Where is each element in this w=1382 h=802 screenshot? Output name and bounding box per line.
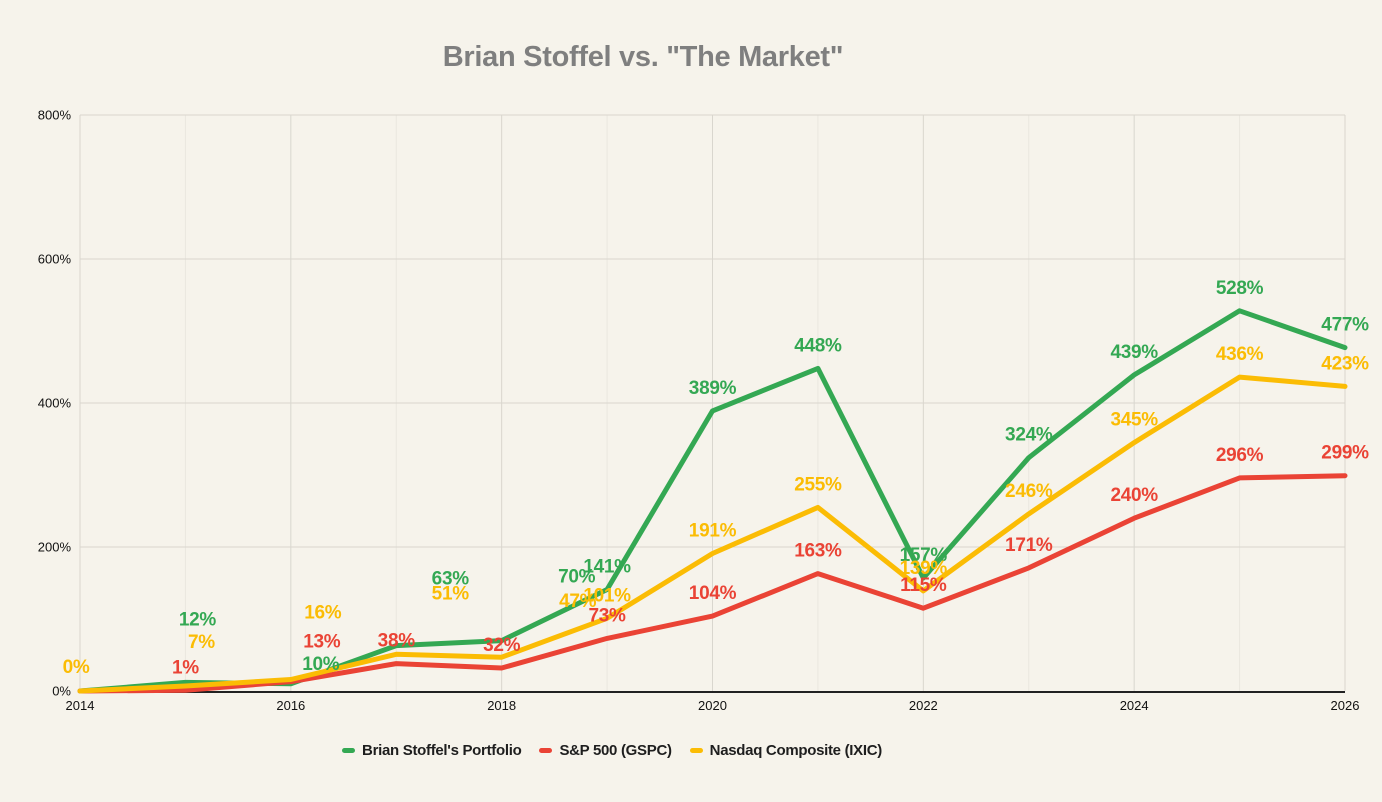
- data-point-label: 101%: [583, 585, 631, 606]
- data-point-label: 439%: [1110, 342, 1158, 363]
- data-point-label: 141%: [583, 556, 631, 577]
- data-point-label: 477%: [1321, 315, 1369, 336]
- data-point-label: 324%: [1005, 425, 1053, 446]
- series-line[interactable]: [77, 374, 1348, 694]
- x-tick-label: 2024: [1120, 698, 1149, 713]
- data-point-label: 299%: [1321, 443, 1369, 464]
- x-tick-label: 2016: [276, 698, 305, 713]
- data-point-label: 73%: [589, 605, 627, 626]
- data-point-label: 296%: [1216, 445, 1264, 466]
- data-point-label: 423%: [1321, 353, 1369, 374]
- data-point-label: 10%: [302, 654, 340, 675]
- data-point-label: 16%: [304, 602, 342, 623]
- x-tick-label: 2022: [909, 698, 938, 713]
- data-point-label: 104%: [689, 583, 737, 604]
- legend-swatch: [539, 747, 553, 753]
- data-point-label: 436%: [1216, 344, 1264, 365]
- y-tick-label: 400%: [38, 396, 72, 411]
- data-point-label: 32%: [483, 635, 521, 656]
- data-point-label: 345%: [1110, 410, 1158, 431]
- y-tick-label: 800%: [38, 108, 72, 123]
- legend-item: Nasdaq Composite (IXIC): [689, 741, 883, 759]
- x-tick-label: 2020: [698, 698, 727, 713]
- data-point-label: 163%: [794, 541, 842, 562]
- legend-swatch: [689, 747, 703, 753]
- legend-label: Brian Stoffel's Portfolio: [362, 741, 522, 759]
- data-point-label: 0%: [63, 657, 90, 678]
- data-point-label: 13%: [303, 632, 341, 653]
- data-point-label: 51%: [432, 583, 470, 604]
- data-point-label: 157%: [900, 545, 948, 566]
- data-point-label: 246%: [1005, 481, 1053, 502]
- legend-item: S&P 500 (GSPC): [539, 741, 672, 759]
- data-point-label: 389%: [689, 378, 737, 399]
- data-point-label: 47%: [559, 591, 597, 612]
- y-tick-label: 600%: [38, 252, 72, 267]
- x-tick-label: 2014: [66, 698, 95, 713]
- legend-item: Brian Stoffel's Portfolio: [342, 741, 522, 759]
- data-point-label: 12%: [179, 609, 217, 630]
- data-point-label: 1%: [172, 657, 199, 678]
- x-tick-label: 2026: [1331, 698, 1360, 713]
- legend-label: Nasdaq Composite (IXIC): [709, 741, 883, 759]
- data-point-label: 139%: [900, 558, 948, 579]
- data-point-label: 240%: [1110, 485, 1158, 506]
- data-point-label: 528%: [1216, 278, 1264, 299]
- chart-title: Brian Stoffel vs. "The Market": [442, 41, 844, 73]
- data-point-label: 70%: [558, 567, 596, 588]
- legend: Brian Stoffel's Portfolio S&P 500 (GSPC) N…: [0, 740, 1224, 760]
- legend-label: S&P 500 (GSPC): [559, 741, 672, 759]
- data-point-label: 7%: [188, 632, 215, 653]
- data-point-label: 448%: [794, 335, 842, 356]
- data-point-label: 38%: [378, 631, 416, 652]
- data-point-label: 255%: [794, 474, 842, 495]
- data-point-label: 191%: [689, 520, 737, 541]
- legend-swatch: [342, 747, 356, 753]
- data-point-label: 171%: [1005, 535, 1053, 556]
- y-tick-label: 200%: [38, 540, 72, 555]
- x-tick-label: 2018: [487, 698, 516, 713]
- data-point-label: 115%: [900, 575, 947, 596]
- data-point-label: 63%: [432, 569, 470, 590]
- y-tick-label: 0%: [52, 684, 71, 699]
